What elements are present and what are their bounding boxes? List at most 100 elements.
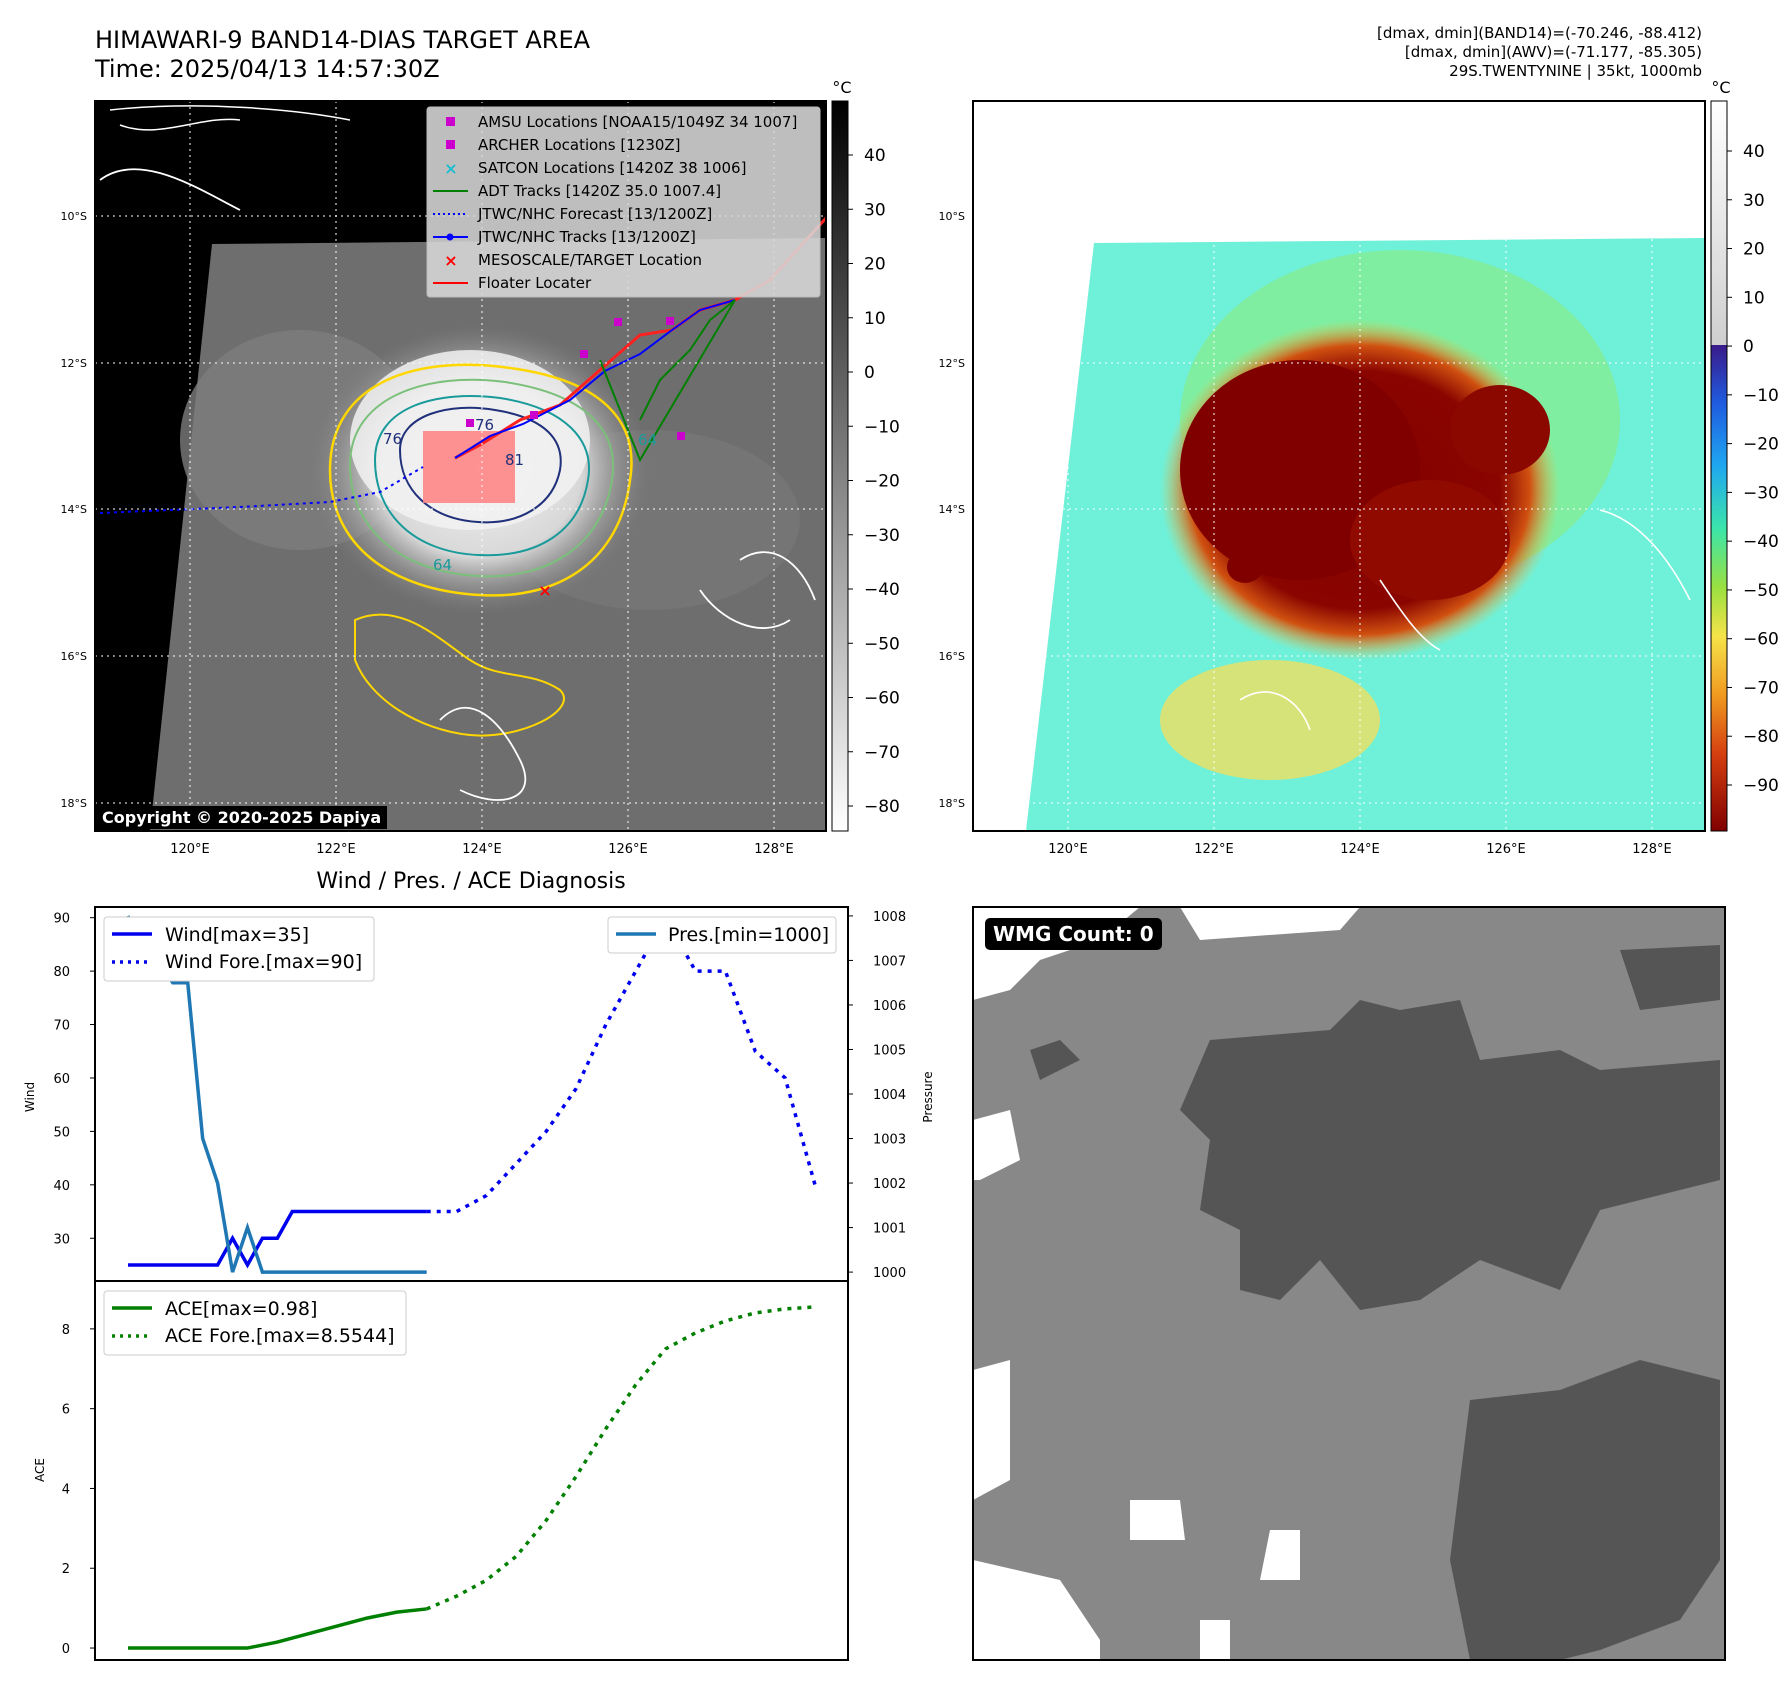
y-tick-label: 50 xyxy=(53,1125,70,1140)
y-tick-label: 4 xyxy=(62,1482,70,1497)
lon-tick-label: 126°E xyxy=(608,842,648,857)
y-tick-label: 60 xyxy=(53,1072,70,1087)
contour-label: 64 xyxy=(638,431,657,449)
title-line-2: Time: 2025/04/13 14:57:30Z xyxy=(95,55,440,83)
awv-gridlines xyxy=(973,101,1705,831)
y-tick-label: 1005 xyxy=(873,1043,906,1058)
colorbar-tick-label: −60 xyxy=(1743,630,1779,650)
legend-label: ADT Tracks [1420Z 35.0 1007.4] xyxy=(478,182,721,200)
y-tick-label: 1006 xyxy=(873,999,906,1014)
lat-tick-label: 18°S xyxy=(939,797,965,810)
awv-colorbar xyxy=(1710,100,1728,832)
series-line xyxy=(128,1209,427,1269)
pressure-axis-ticks: 1008 1007 1006 1005 1004 1003 1002 1001 1000 xyxy=(848,910,906,1281)
colorbar-tick-label: −70 xyxy=(1743,678,1779,698)
legend-marker: × xyxy=(444,159,457,178)
ir-legend xyxy=(426,106,821,298)
lon-tick-label: 120°E xyxy=(170,842,210,857)
copyright-badge: Copyright © 2020-2025 Dapiya xyxy=(96,806,388,829)
lon-tick-label: 124°E xyxy=(1340,842,1380,857)
lon-tick-label: 122°E xyxy=(1194,842,1234,857)
svg-text:×: × xyxy=(538,581,551,600)
y-tick-label: 1000 xyxy=(873,1266,906,1281)
wind-legend-item: Wind Fore.[max=90] xyxy=(165,951,362,973)
lon-tick-label: 126°E xyxy=(1486,842,1526,857)
contour-label: 64 xyxy=(433,556,452,574)
colorbar-tick-label: 20 xyxy=(864,255,886,275)
pressure-chart xyxy=(126,915,427,1274)
legend-label: JTWC/NHC Forecast [13/1200Z] xyxy=(477,205,712,223)
series-line xyxy=(128,1607,427,1650)
awv-imagery xyxy=(973,101,1705,831)
y-tick-label: 90 xyxy=(53,912,70,927)
colorbar-tick-label: −30 xyxy=(864,526,900,546)
y-tick-label: 30 xyxy=(53,1232,70,1247)
colorbar-tick-label: −10 xyxy=(1743,386,1779,406)
colorbar-tick-label: 10 xyxy=(864,309,886,329)
lat-tick-label: 16°S xyxy=(61,650,87,663)
lon-tick-label: 122°E xyxy=(316,842,356,857)
y-tick-label: 1001 xyxy=(873,1222,906,1237)
legend-label: AMSU Locations [NOAA15/1049Z 34 1007] xyxy=(478,113,797,131)
colorbar-tick-label: −80 xyxy=(1743,727,1779,747)
ace-legend-item: ACE Fore.[max=8.5544] xyxy=(165,1325,395,1347)
legend-label: Floater Locater xyxy=(478,274,592,292)
colorbar-tick-label: −80 xyxy=(864,797,900,817)
ir-colorbar xyxy=(831,100,849,832)
colorbar-tick-label: 40 xyxy=(1743,142,1765,162)
ir-legend-items: AMSU Locations [NOAA15/1049Z 34 1007] ARC… xyxy=(433,113,797,292)
series-line xyxy=(426,1305,816,1611)
ace-axis-label: ACE xyxy=(33,1458,47,1482)
lat-tick-label: 14°S xyxy=(61,503,87,516)
y-tick-label: 2 xyxy=(62,1562,70,1577)
colorbar-tick-label: −10 xyxy=(864,417,900,437)
colorbar-tick-label: 0 xyxy=(1743,337,1754,357)
ir-colorbar-ticks: 40 30 20 10 0 −10 −20 −30 −40 −50 −60 −70 −80 xyxy=(848,146,900,817)
lon-tick-label: 124°E xyxy=(462,842,502,857)
lon-tick-label: 128°E xyxy=(1632,842,1672,857)
colorbar-tick-label: −90 xyxy=(1743,776,1779,796)
lat-tick-label: 10°S xyxy=(939,210,965,223)
awv-colorbar-top xyxy=(1711,101,1727,345)
y-tick-label: 1003 xyxy=(873,1133,906,1148)
ace-axis-ticks: 8 6 4 2 0 xyxy=(62,1323,95,1657)
pressure-legend: Pres.[min=1000] xyxy=(607,916,837,954)
lon-tick-label: 120°E xyxy=(1048,842,1088,857)
ace-legend: ACE[max=0.98] ACE Fore.[max=8.5544] xyxy=(103,1290,407,1356)
wind-axis-label: Wind xyxy=(23,1082,37,1112)
contour-label: 76 xyxy=(383,430,402,448)
wmg-dark-regions xyxy=(1030,945,1720,1660)
wind-legend-item: Wind[max=35] xyxy=(165,924,309,946)
y-tick-label: 70 xyxy=(53,1019,70,1034)
lat-tick-label: 12°S xyxy=(61,357,87,370)
title-line-1: HIMAWARI-9 BAND14-DIAS TARGET AREA xyxy=(95,26,591,54)
info-line-1: [dmax, dmin](BAND14)=(-70.246, -88.412) xyxy=(1377,24,1702,42)
colorbar-tick-label: −40 xyxy=(1743,532,1779,552)
ir-panel: × 76 76 81 64 64 AMSU Locations [NOAA15/… xyxy=(94,78,900,832)
awv-panel: °C 40 30 20 10 0 −10 −20 −30 −40 −50 −60 −70 −80 −90 xyxy=(972,78,1779,832)
y-tick-label: 1002 xyxy=(873,1177,906,1192)
y-tick-label: 1004 xyxy=(873,1088,906,1103)
contour-label: 76 xyxy=(475,416,494,434)
wind-legend: Wind[max=35] Wind Fore.[max=90] xyxy=(103,916,375,982)
colorbar-tick-label: −20 xyxy=(864,472,900,492)
ace-chart xyxy=(128,1305,816,1650)
pressure-axis-label: Pressure xyxy=(921,1071,935,1122)
colorbar-tick-label: 10 xyxy=(1743,288,1765,308)
wmg-panel xyxy=(972,906,1726,1661)
colorbar-tick-label: 40 xyxy=(864,146,886,166)
awv-colorbar-bottom xyxy=(1711,345,1727,831)
ace-legend-item: ACE[max=0.98] xyxy=(165,1298,317,1320)
y-tick-label: 80 xyxy=(53,965,70,980)
y-tick-label: 1007 xyxy=(873,954,906,969)
colorbar-tick-label: 30 xyxy=(1743,191,1765,211)
ir-colorbar-unit: °C xyxy=(832,78,851,97)
colorbar-tick-label: −20 xyxy=(1743,435,1779,455)
diag-title: Wind / Pres. / ACE Diagnosis xyxy=(316,869,625,894)
lat-tick-label: 18°S xyxy=(61,797,87,810)
series-line xyxy=(426,914,817,1214)
wmg-count-badge: WMG Count: 0 xyxy=(985,918,1162,950)
legend-label: SATCON Locations [1420Z 38 1006] xyxy=(478,159,746,177)
info-line-2: [dmax, dmin](AWV)=(-71.177, -85.305) xyxy=(1404,43,1702,61)
